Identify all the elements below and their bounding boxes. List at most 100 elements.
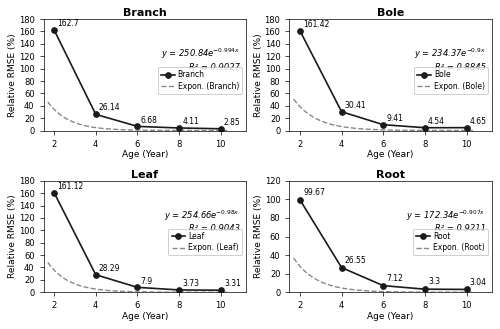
Expon. (Branch) [154,128,160,132]
Text: 3.31: 3.31 [224,279,241,288]
Text: 9.41: 9.41 [386,114,404,123]
Y-axis label: Relative RMSE (%): Relative RMSE (%) [8,33,18,117]
Expon. (Branch) [224,129,230,133]
Line: Expon. (Bole): Expon. (Bole) [294,99,473,131]
Expon. (Root) [470,290,476,294]
Line: Bole: Bole [297,28,470,131]
Text: 4.54: 4.54 [428,117,445,126]
Text: 161.12: 161.12 [57,182,84,191]
Text: 99.67: 99.67 [303,188,325,197]
Leaf [134,285,140,289]
Text: 30.41: 30.41 [344,101,366,110]
Branch [176,126,182,130]
Root [422,287,428,291]
Legend: Branch, Expon. (Branch): Branch, Expon. (Branch) [158,67,242,93]
Expon. (Root) [398,290,404,294]
Text: 4.11: 4.11 [182,117,199,126]
Expon. (Root) [442,290,448,294]
Text: 3.04: 3.04 [470,278,487,287]
Expon. (Bole) [290,97,296,101]
Expon. (Branch) [45,100,51,104]
Y-axis label: Relative RMSE (%): Relative RMSE (%) [254,195,264,278]
Expon. (Root) [291,257,297,261]
Bole [464,126,469,130]
Expon. (Root) [397,290,403,294]
Branch [134,124,140,128]
Expon. (Branch) [151,128,157,132]
Expon. (Bole) [397,128,403,132]
Bole [380,123,386,127]
Expon. (Bole) [442,129,448,133]
Y-axis label: Relative RMSE (%): Relative RMSE (%) [254,33,263,117]
Text: y = 234.37e$^{-0.9x}$
R² = 0.8845: y = 234.37e$^{-0.9x}$ R² = 0.8845 [414,47,486,72]
Text: 4.65: 4.65 [470,117,487,126]
Title: Bole: Bole [377,8,404,18]
Text: 3.3: 3.3 [428,277,440,287]
Bole [297,29,303,33]
Text: y = 250.84e$^{-0.994x}$
R² = 0.9027: y = 250.84e$^{-0.994x}$ R² = 0.9027 [160,47,240,72]
Expon. (Leaf) [151,290,157,294]
Legend: Leaf, Expon. (Leaf): Leaf, Expon. (Leaf) [168,229,242,255]
Text: 161.42: 161.42 [303,20,330,29]
Expon. (Bole) [453,129,459,133]
Expon. (Leaf) [154,290,160,294]
Expon. (Bole) [398,128,404,132]
Expon. (Root) [400,290,406,294]
Expon. (Bole) [291,98,297,102]
Bole [338,110,344,114]
X-axis label: Age (Year): Age (Year) [122,150,168,159]
Expon. (Branch) [152,128,158,132]
Title: Branch: Branch [123,8,166,18]
Root [464,288,469,291]
Text: 2.85: 2.85 [224,118,240,127]
Expon. (Bole) [470,129,476,133]
Expon. (Leaf) [152,290,158,294]
Expon. (Leaf) [45,261,51,265]
Title: Root: Root [376,170,405,180]
Leaf [176,288,182,292]
Leaf [51,190,57,194]
Line: Root: Root [297,197,470,292]
Branch [92,113,98,116]
Bole [422,126,428,130]
Branch [218,127,224,131]
Line: Expon. (Root): Expon. (Root) [294,258,473,292]
Expon. (Leaf) [224,290,230,294]
Branch [51,28,57,32]
Legend: Root, Expon. (Root): Root, Expon. (Root) [413,229,488,255]
Text: y = 254.66e$^{-0.98x}$
R² = 0.9043: y = 254.66e$^{-0.98x}$ R² = 0.9043 [164,209,240,234]
X-axis label: Age (Year): Age (Year) [368,150,414,159]
Expon. (Branch) [208,129,214,133]
Expon. (Branch) [196,129,202,133]
Root [338,266,344,269]
Text: 6.68: 6.68 [140,115,158,125]
Text: 7.12: 7.12 [386,274,403,283]
Expon. (Bole) [400,128,406,132]
Legend: Bole, Expon. (Bole): Bole, Expon. (Bole) [414,67,488,93]
Expon. (Root) [290,256,296,260]
Root [297,198,303,202]
Expon. (Branch) [46,101,52,105]
Text: y = 172.34e$^{-0.907x}$
R² = 0.9211: y = 172.34e$^{-0.907x}$ R² = 0.9211 [406,209,486,234]
Text: 26.55: 26.55 [344,256,366,265]
Root [380,284,386,288]
Expon. (Leaf) [46,261,52,265]
Text: 3.73: 3.73 [182,279,200,288]
Expon. (Leaf) [208,290,214,294]
Text: 162.7: 162.7 [57,19,79,28]
Text: 28.29: 28.29 [99,264,120,273]
Text: 7.9: 7.9 [140,276,152,286]
Y-axis label: Relative RMSE (%): Relative RMSE (%) [8,195,18,278]
X-axis label: Age (Year): Age (Year) [122,312,168,321]
Line: Expon. (Leaf): Expon. (Leaf) [48,263,227,292]
Line: Expon. (Branch): Expon. (Branch) [48,102,227,131]
Leaf [218,288,224,292]
X-axis label: Age (Year): Age (Year) [368,312,414,321]
Leaf [92,273,98,277]
Text: 26.14: 26.14 [99,104,120,113]
Expon. (Root) [453,290,459,294]
Line: Leaf: Leaf [52,190,224,293]
Expon. (Leaf) [196,290,202,294]
Title: Leaf: Leaf [131,170,158,180]
Line: Branch: Branch [52,27,224,132]
